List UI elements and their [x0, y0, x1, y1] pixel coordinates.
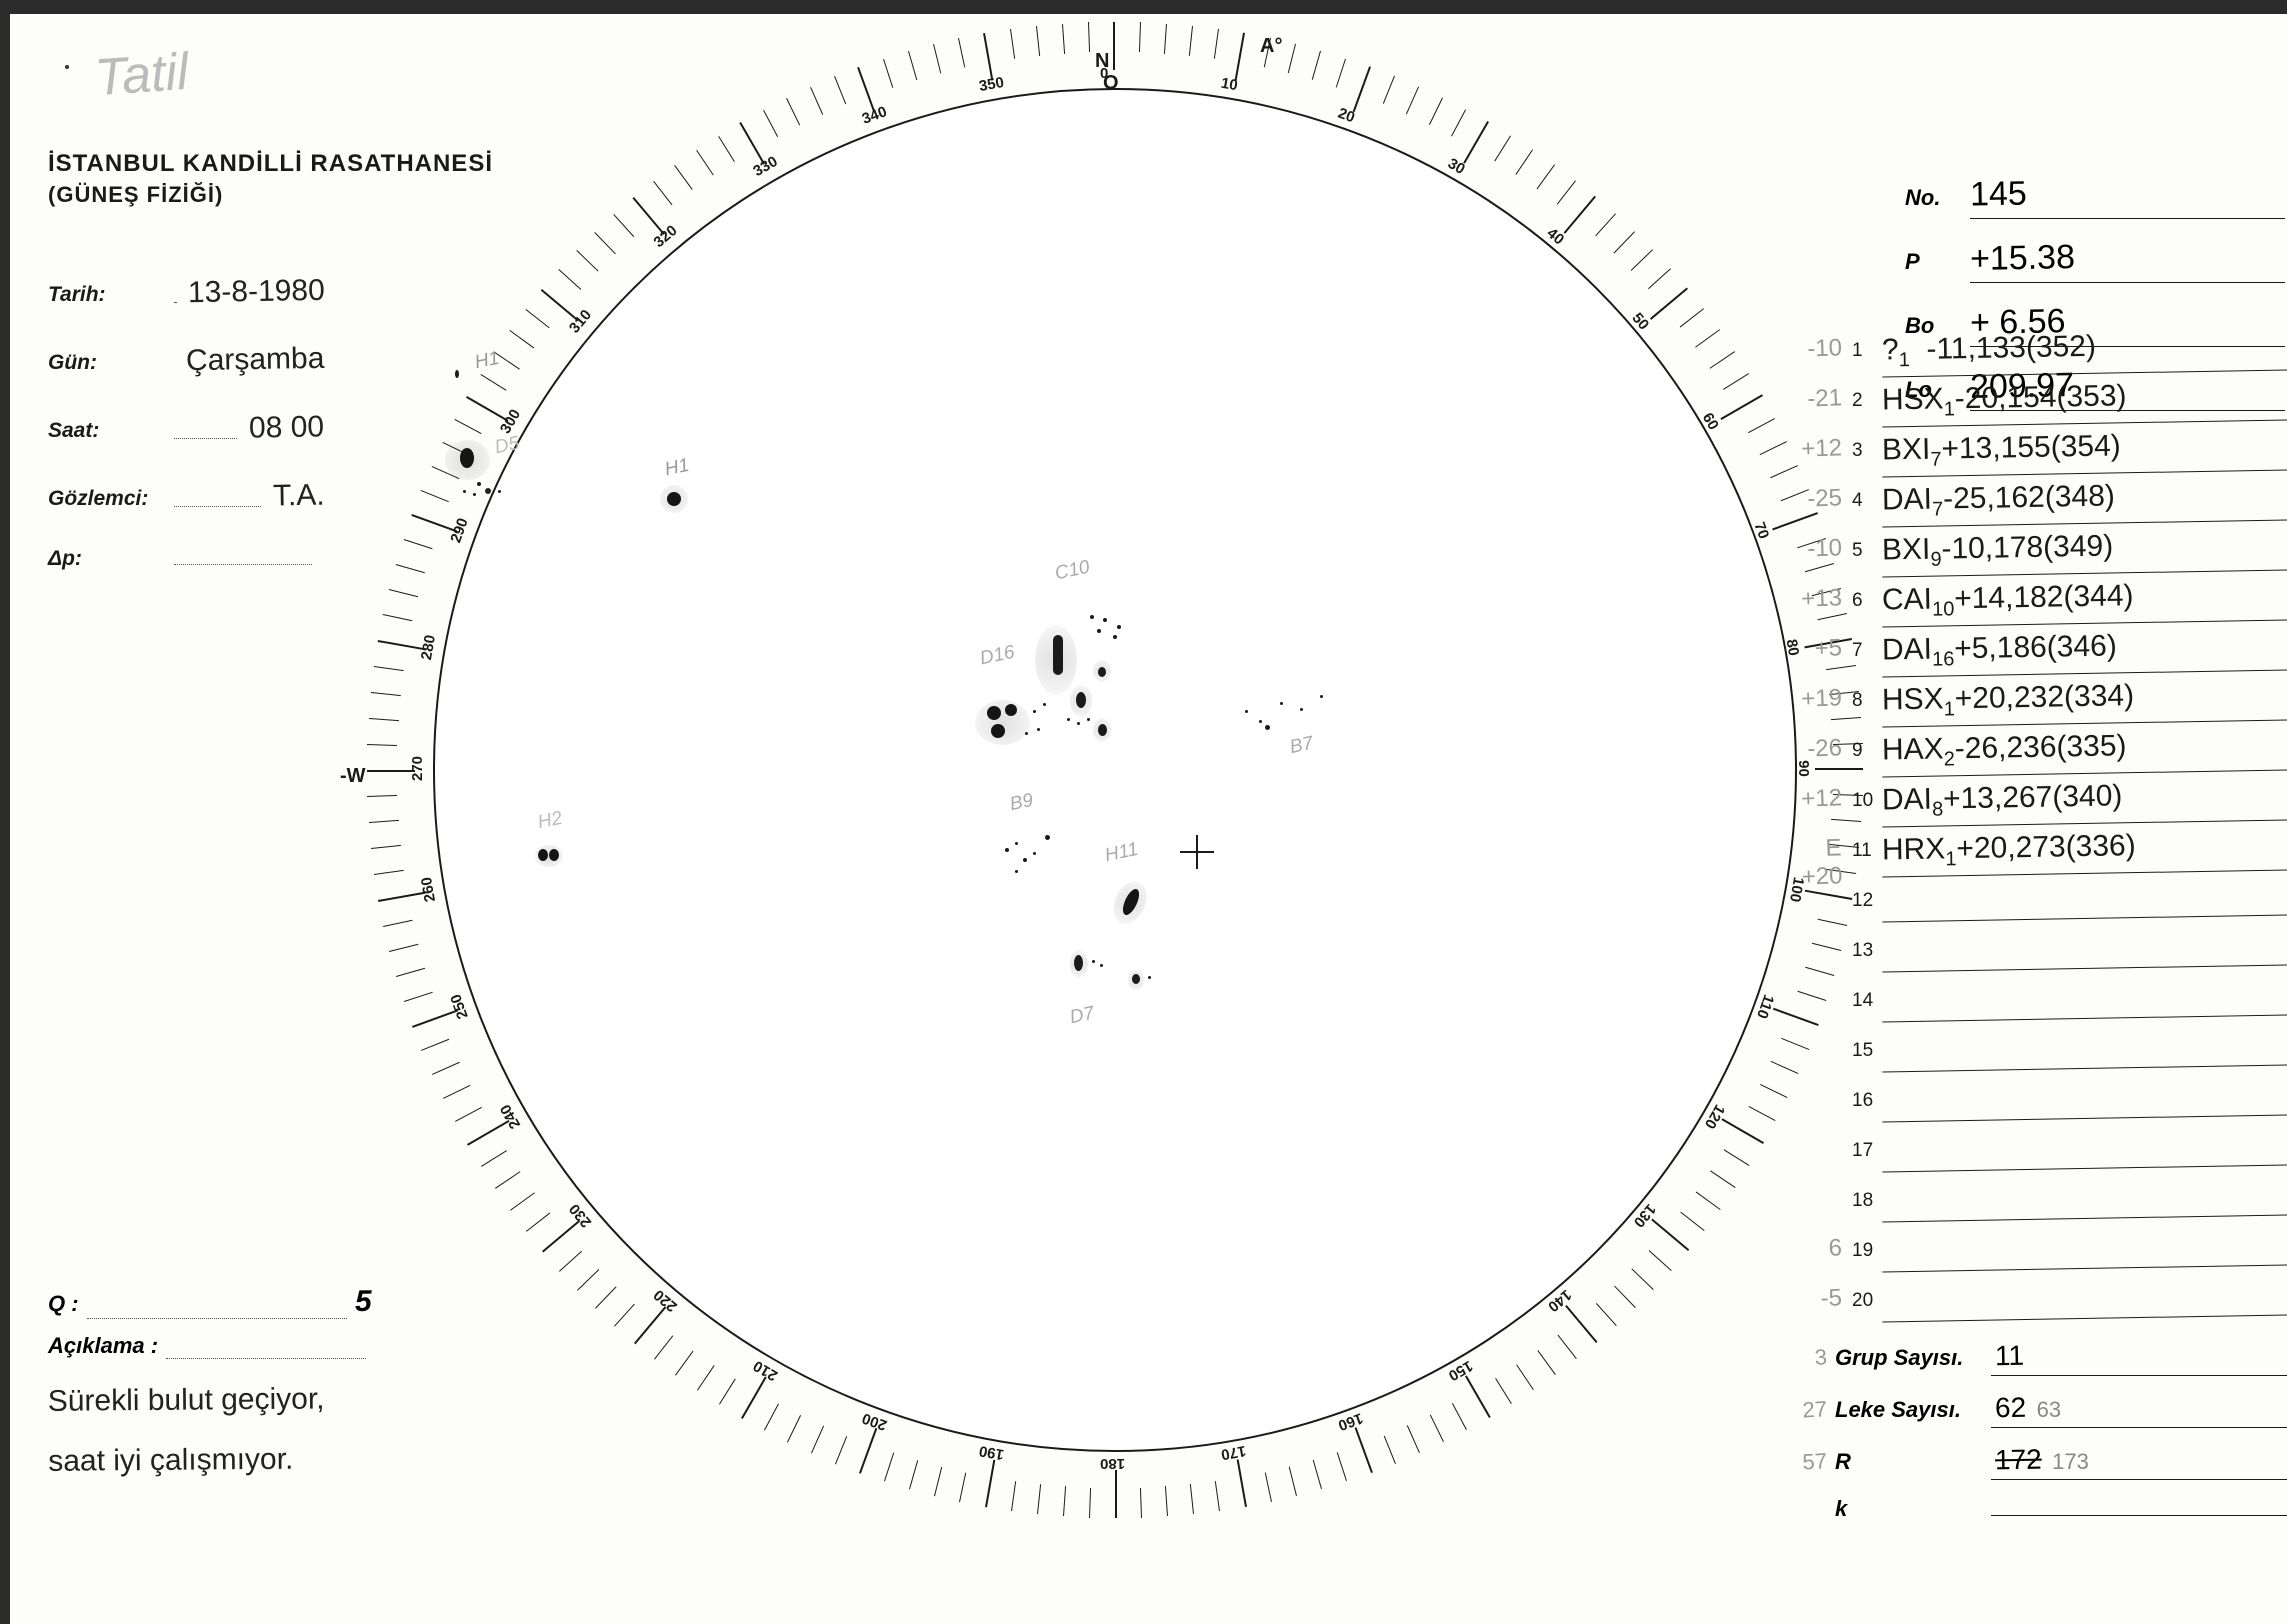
degree-label-300: 300: [497, 406, 524, 436]
corner-dot: [65, 65, 69, 69]
data-row-14[interactable]: 14: [1790, 980, 2287, 1030]
top-border: [0, 0, 2287, 14]
data-row-17[interactable]: 17: [1790, 1130, 2287, 1180]
stat-grup-sayisi[interactable]: 3 Grup Sayısı. 11: [1790, 1340, 2287, 1376]
degree-label-10: 10: [1219, 74, 1238, 94]
data-row-8[interactable]: +19 8 HSX1+20,232(334): [1790, 680, 2287, 730]
field-gozlemci[interactable]: Gözlemci: T.A.: [48, 479, 324, 513]
data-row-20[interactable]: -5 20: [1790, 1280, 2287, 1330]
data-row-15[interactable]: 15: [1790, 1030, 2287, 1080]
solar-disk: H1 D5 H1: [433, 88, 1797, 1452]
field-q[interactable]: Q : 5: [48, 1285, 374, 1319]
angle-a-label: A°: [1260, 35, 1282, 58]
degree-label-290: 290: [447, 516, 472, 545]
data-row-2[interactable]: -21 2 HSX1-20,154(353): [1790, 380, 2287, 430]
degree-label-330: 330: [750, 153, 780, 180]
degree-label-270: 270: [409, 756, 426, 781]
institute-subtitle: (GÜNEŞ FİZİĞİ): [48, 182, 223, 208]
data-row-9[interactable]: -26 9 HAX2-26,236(335): [1790, 730, 2287, 780]
degree-label-240: 240: [497, 1101, 524, 1131]
stat-leke-sayisi[interactable]: 27 Leke Sayısı. 62 63: [1790, 1392, 2287, 1428]
degree-label-170: 170: [1219, 1442, 1247, 1463]
data-row-4[interactable]: -25 4 DAI7-25,162(348): [1790, 480, 2287, 530]
degree-label-280: 280: [418, 634, 439, 662]
data-row-11[interactable]: E +20 11 HRX1+20,273(336): [1790, 830, 2287, 880]
data-row-7[interactable]: +5 7 DAI16+5,186(346): [1790, 630, 2287, 680]
west-label: -W: [340, 765, 366, 788]
stat-k[interactable]: k: [1790, 1496, 2287, 1522]
data-row-5[interactable]: -10 5 BXI9-10,178(349): [1790, 530, 2287, 580]
field-gun[interactable]: Gün: Çarşamba: [48, 343, 324, 377]
bottom-stats-panel: 3 Grup Sayısı. 11 27 Leke Sayısı. 62 63 …: [1790, 1340, 2287, 1538]
data-row-1[interactable]: -10 1 ?1 -11,133(352): [1790, 330, 2287, 380]
disk-center-crosshair: [1180, 835, 1214, 869]
data-row-6[interactable]: +13 6 CAI10+14,182(344): [1790, 580, 2287, 630]
solar-disk-container: 0 10 20 30 40 50 60 70 80 90 100 110 120 130 140 150 160…: [365, 20, 1865, 1580]
data-row-18[interactable]: 18: [1790, 1180, 2287, 1230]
degree-label-350: 350: [978, 74, 1006, 95]
data-row-13[interactable]: 13: [1790, 930, 2287, 980]
holiday-note: Tatil: [93, 42, 190, 108]
degree-label-180: 180: [1100, 1455, 1125, 1472]
data-row-12[interactable]: 12: [1790, 880, 2287, 930]
field-tarih[interactable]: Tarih: 13-8-1980: [48, 275, 324, 309]
left-border: [0, 0, 10, 1624]
param-no[interactable]: No. 145: [1905, 175, 2285, 219]
metadata-fields: Tarih: 13-8-1980 Gün: Çarşamba Saat: 08 …: [48, 275, 324, 605]
field-aciklama-label[interactable]: Açıklama :: [48, 1333, 374, 1359]
data-row-16[interactable]: 16: [1790, 1080, 2287, 1130]
data-row-3[interactable]: +12 3 BXI7+13,155(354): [1790, 430, 2287, 480]
data-row-10[interactable]: +12 10 DAI8+13,267(340): [1790, 780, 2287, 830]
data-row-19[interactable]: 6 19: [1790, 1230, 2287, 1280]
o-label: O: [1103, 72, 1119, 95]
field-deltap[interactable]: Δp:: [48, 547, 324, 571]
q-field-block: Q : 5 Açıklama :: [48, 1285, 374, 1373]
param-p[interactable]: P +15.38: [1905, 239, 2285, 283]
field-saat[interactable]: Saat: 08 00: [48, 411, 324, 445]
stat-r[interactable]: 57 R 172 173: [1790, 1444, 2287, 1480]
degree-label-200: 200: [860, 1409, 889, 1434]
degree-label-250: 250: [447, 992, 472, 1021]
degree-label-190: 190: [978, 1442, 1006, 1463]
group-data-list: -10 1 ?1 -11,133(352) -21 2 HSX1-20,154(…: [1790, 330, 2287, 1330]
degree-label-260: 260: [418, 875, 439, 903]
north-label: N: [1095, 50, 1109, 73]
observation-sheet: Tatil İSTANBUL KANDİLLİ RASATHANESİ (GÜN…: [0, 0, 2287, 1624]
degree-label-340: 340: [860, 103, 889, 128]
degree-label-20: 20: [1335, 105, 1356, 127]
